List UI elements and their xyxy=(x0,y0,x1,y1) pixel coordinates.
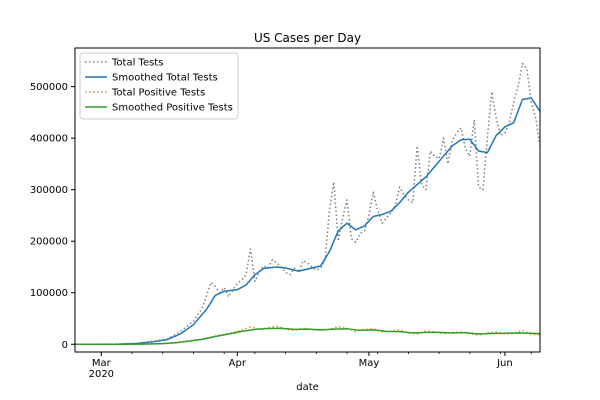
y-axis: 0 100000 200000 300000 400000 500000 xyxy=(30,82,75,351)
y-tick-label: 500000 xyxy=(30,82,68,93)
legend-label: Total Tests xyxy=(111,58,163,69)
x-tick-label: Mar xyxy=(92,358,112,369)
legend-label: Smoothed Total Tests xyxy=(112,73,218,84)
x-tick-label: Jun xyxy=(496,358,513,369)
x-tick-label: May xyxy=(359,358,380,369)
legend-label: Smoothed Positive Tests xyxy=(112,103,233,114)
legend-label: Total Positive Tests xyxy=(111,88,205,99)
series-line-0 xyxy=(75,62,540,346)
series-line-3 xyxy=(75,327,540,346)
y-tick-label: 300000 xyxy=(30,185,68,196)
series-layer xyxy=(75,62,540,346)
legend: Total Tests Smoothed Total Tests Total Pos… xyxy=(79,52,239,120)
plot-area xyxy=(75,62,540,346)
y-tick-label: 0 xyxy=(62,340,68,351)
series-line-1 xyxy=(75,97,540,346)
plot-frame xyxy=(74,47,541,353)
x-axis-label: date xyxy=(296,382,319,393)
y-tick-label: 200000 xyxy=(30,237,68,248)
y-tick-label: 100000 xyxy=(30,288,68,299)
y-tick-label: 400000 xyxy=(30,134,68,145)
x-tick-label: Apr xyxy=(229,358,247,369)
x-tick-sublabel: 2020 xyxy=(89,369,114,380)
legend-box xyxy=(79,52,239,120)
chart-title: US Cases per Day xyxy=(254,31,361,45)
